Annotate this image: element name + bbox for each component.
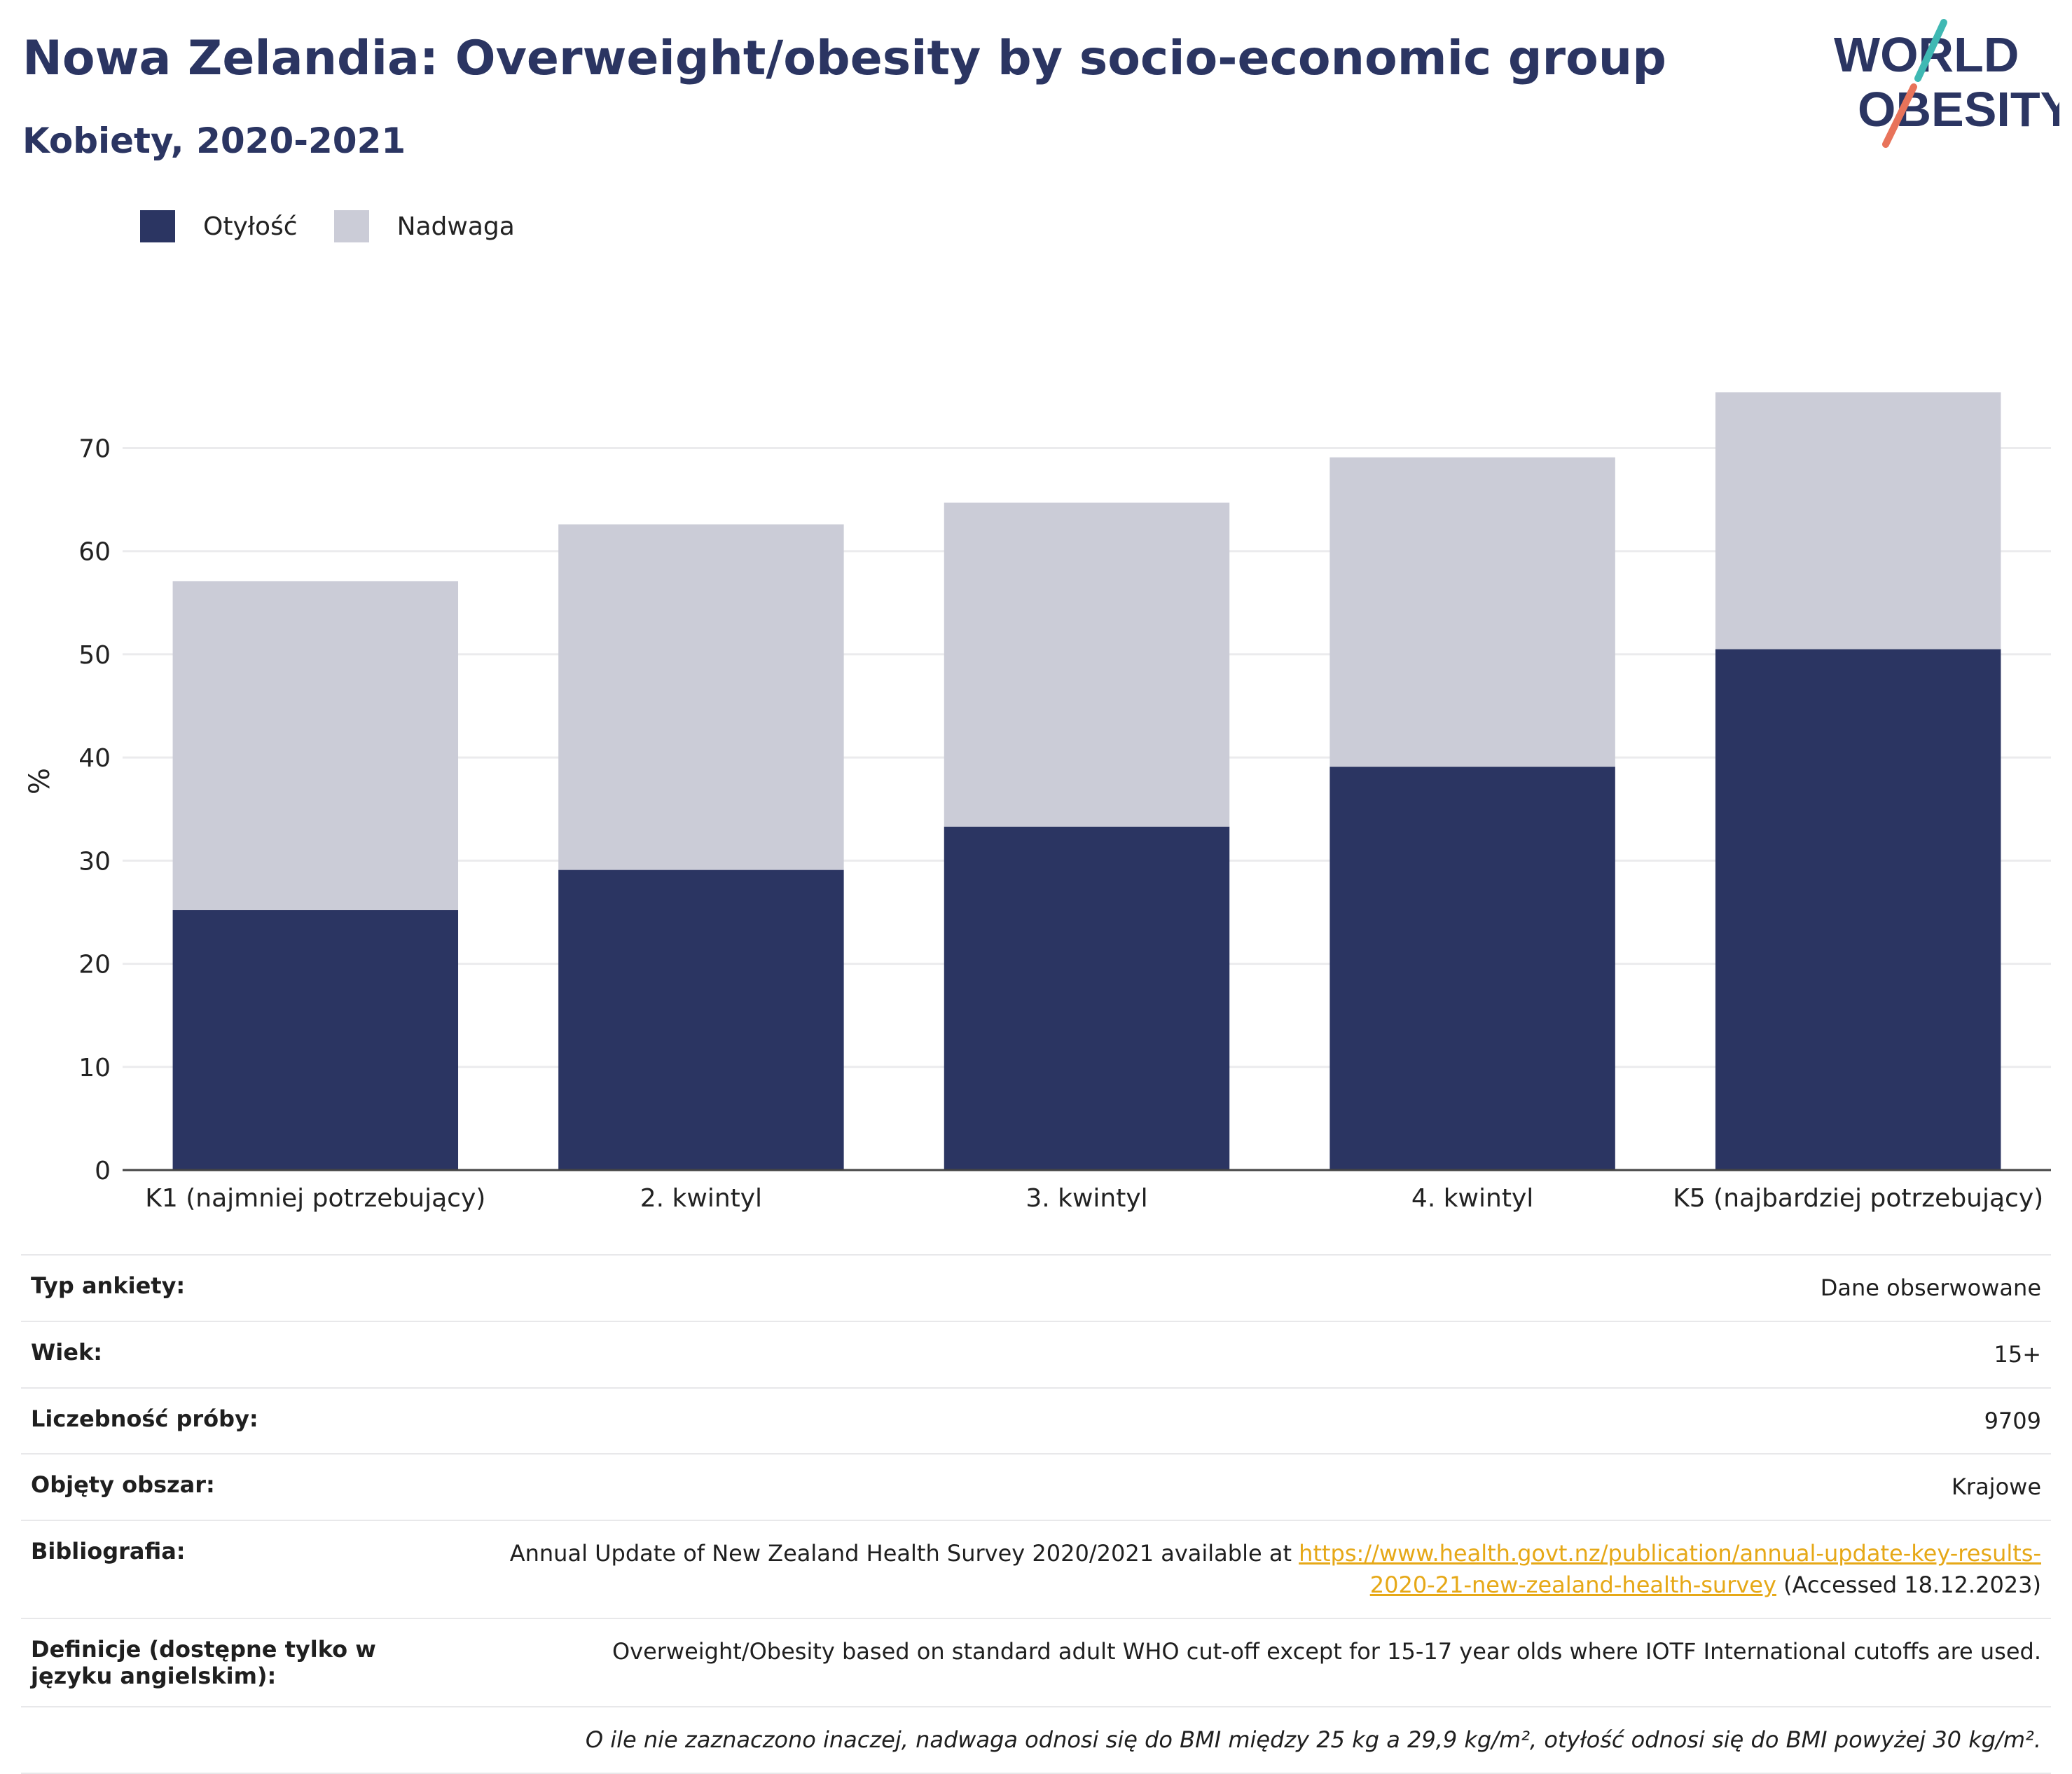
info-value: Dane obserwowane bbox=[461, 1254, 2051, 1321]
info-row-sample-size: Liczebność próby: 9709 bbox=[21, 1387, 2051, 1455]
bar-overweight bbox=[1329, 457, 1615, 767]
x-tick-label: K5 (najbardziej potrzebujący) bbox=[1673, 1184, 2043, 1213]
bar-obesity bbox=[558, 869, 844, 1170]
metadata-table: Typ ankiety: Dane obserwowane Wiek: 15+ … bbox=[21, 1254, 2051, 1774]
y-tick-label: 50 bbox=[78, 641, 111, 670]
info-row-area: Objęty obszar: Krajowe bbox=[21, 1453, 2051, 1521]
info-value: 9709 bbox=[461, 1387, 2051, 1455]
info-key bbox=[21, 1705, 461, 1774]
info-key: Objęty obszar: bbox=[21, 1453, 461, 1521]
y-tick-label: 60 bbox=[78, 538, 111, 567]
info-key: Liczebność próby: bbox=[21, 1387, 461, 1455]
info-value: 15+ bbox=[461, 1320, 2051, 1388]
bibliography-link[interactable]: https://www.health.govt.nz/publication/a… bbox=[1299, 1540, 2041, 1598]
chart-subtitle: Kobiety, 2020-2021 bbox=[22, 121, 406, 161]
legend-item-overweight[interactable]: Nadwaga bbox=[333, 210, 515, 242]
info-row-age: Wiek: 15+ bbox=[21, 1320, 2051, 1388]
bar-overweight bbox=[172, 581, 459, 911]
bar-overweight bbox=[944, 502, 1230, 827]
logo-slash-coral bbox=[1882, 83, 1917, 148]
x-tick-label: K1 (najmniej potrzebujący) bbox=[145, 1184, 485, 1213]
y-axis-label: % bbox=[24, 768, 56, 795]
bibliography-suffix: (Accessed 18.12.2023) bbox=[1776, 1571, 2041, 1598]
y-tick-label: 20 bbox=[78, 951, 111, 979]
info-row-survey-type: Typ ankiety: Dane obserwowane bbox=[21, 1254, 2051, 1321]
info-value: O ile nie zaznaczono inaczej, nadwaga od… bbox=[461, 1705, 2051, 1774]
x-tick-label: 2. kwintyl bbox=[640, 1184, 762, 1213]
legend-swatch-overweight bbox=[333, 210, 369, 242]
y-tick-label: 30 bbox=[78, 847, 111, 876]
legend-label-overweight: Nadwaga bbox=[396, 212, 515, 241]
bar-overweight bbox=[558, 524, 844, 870]
chart-title: Nowa Zelandia: Overweight/obesity by soc… bbox=[22, 31, 1666, 86]
info-key: Wiek: bbox=[21, 1320, 461, 1388]
legend-swatch-obesity bbox=[140, 210, 175, 242]
info-value: Annual Update of New Zealand Health Surv… bbox=[461, 1520, 2051, 1618]
info-value: Krajowe bbox=[461, 1453, 2051, 1521]
bar-obesity bbox=[172, 910, 459, 1170]
world-obesity-logo: WORLD OBESITY bbox=[1834, 19, 2059, 148]
y-tick-label: 10 bbox=[78, 1054, 111, 1082]
legend-label-obesity: Otyłość bbox=[203, 212, 298, 241]
stacked-bar-chart: 0 10 20 30 40 50 60 70% K1 (najmniej potrzebując… bbox=[24, 392, 2051, 1213]
info-row-note: O ile nie zaznaczono inaczej, nadwaga od… bbox=[21, 1705, 2051, 1774]
info-key: Typ ankiety: bbox=[21, 1254, 461, 1321]
legend-item-obesity[interactable]: Otyłość bbox=[140, 210, 298, 242]
bar-obesity bbox=[1329, 766, 1615, 1170]
x-tick-label: 3. kwintyl bbox=[1025, 1184, 1147, 1213]
bibliography-prefix: Annual Update of New Zealand Health Surv… bbox=[509, 1540, 1299, 1567]
y-tick-label: 0 bbox=[95, 1157, 111, 1185]
info-key: Bibliografia: bbox=[21, 1520, 461, 1618]
logo-slash-teal bbox=[1914, 19, 1947, 82]
info-value: Overweight/Obesity based on standard adu… bbox=[461, 1617, 2051, 1707]
logo-line2: OBESITY bbox=[1858, 82, 2059, 137]
y-tick-label: 40 bbox=[78, 744, 111, 773]
info-row-bibliography: Bibliografia: Annual Update of New Zeala… bbox=[21, 1520, 2051, 1618]
info-key: Definicje (dostępne tylko w języku angie… bbox=[21, 1617, 461, 1707]
legend: Otyłość Nadwaga bbox=[140, 210, 551, 242]
y-tick-label: 70 bbox=[78, 434, 111, 463]
bar-obesity bbox=[1715, 649, 2001, 1170]
x-tick-label: 4. kwintyl bbox=[1411, 1184, 1533, 1213]
bar-overweight bbox=[1715, 392, 2001, 649]
bar-obesity bbox=[944, 826, 1230, 1170]
info-row-definitions: Definicje (dostępne tylko w języku angie… bbox=[21, 1617, 2051, 1707]
